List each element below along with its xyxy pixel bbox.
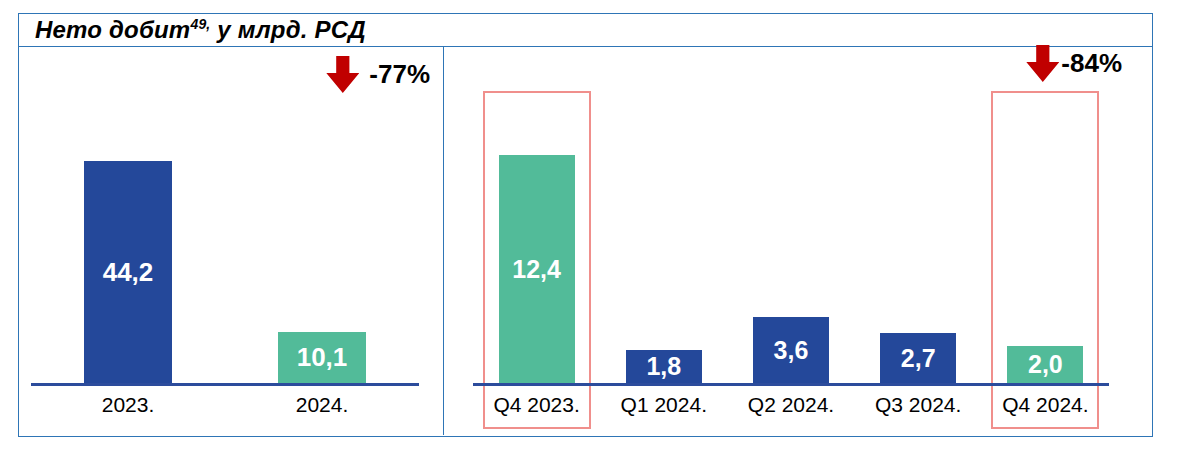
charts-row: -77% 44,2 2023. 10,1 2024. -84% 12,4 Q4 2023… (19, 47, 1152, 435)
title-footnote-marker: 49, (190, 16, 210, 32)
quarterly-chart-panel: -84% 12,4 Q4 2023. 1,8 Q1 2024. 3,6 Q2 2024. 2… (444, 47, 1152, 435)
x-axis-line (31, 383, 419, 386)
slide: Нето добит49, у млрд. РСД -77% 44,2 2023.… (0, 0, 1182, 456)
down-arrow-icon (326, 56, 359, 93)
bar-q4-2023-: 12,4 (499, 155, 575, 383)
annual-bar-chart: 44,2 2023. 10,1 2024. (19, 47, 443, 435)
figure-title: Нето добит49, у млрд. РСД (35, 16, 366, 44)
figure-title-bar: Нето добит49, у млрд. РСД (19, 14, 1152, 47)
net-profit-figure: Нето добит49, у млрд. РСД -77% 44,2 2023.… (18, 13, 1153, 437)
down-arrow-icon (1026, 45, 1059, 82)
category-label-2023-: 2023. (58, 393, 198, 417)
bar-q3-2024-: 2,7 (880, 333, 956, 383)
annual-change-label: -77% (369, 59, 430, 90)
quarterly-bar-chart: 12,4 Q4 2023. 1,8 Q1 2024. 3,6 Q2 2024. 2,7 Q3 … (444, 47, 1152, 435)
bar-q4-2024-: 2,0 (1007, 346, 1083, 383)
category-label-q4-2024-: Q4 2024. (975, 393, 1115, 417)
bar-q1-2024-: 1,8 (626, 350, 702, 383)
bar-2023-: 44,2 (84, 161, 172, 383)
x-axis-line (473, 383, 1109, 386)
bar-q2-2024-: 3,6 (753, 317, 829, 383)
category-label-q1-2024-: Q1 2024. (594, 393, 734, 417)
category-label-q4-2023-: Q4 2023. (467, 393, 607, 417)
bar-2024-: 10,1 (278, 332, 366, 383)
title-main: Нето добит (35, 16, 190, 43)
title-unit: у млрд. РСД (210, 16, 365, 43)
category-label-q2-2024-: Q2 2024. (721, 393, 861, 417)
annual-change-annotation: -77% (326, 56, 430, 93)
quarterly-change-label: -84% (1061, 48, 1122, 79)
quarterly-change-annotation: -84% (1026, 45, 1122, 82)
annual-chart-panel: -77% 44,2 2023. 10,1 2024. (19, 47, 444, 435)
category-label-2024-: 2024. (252, 393, 392, 417)
category-label-q3-2024-: Q3 2024. (848, 393, 988, 417)
